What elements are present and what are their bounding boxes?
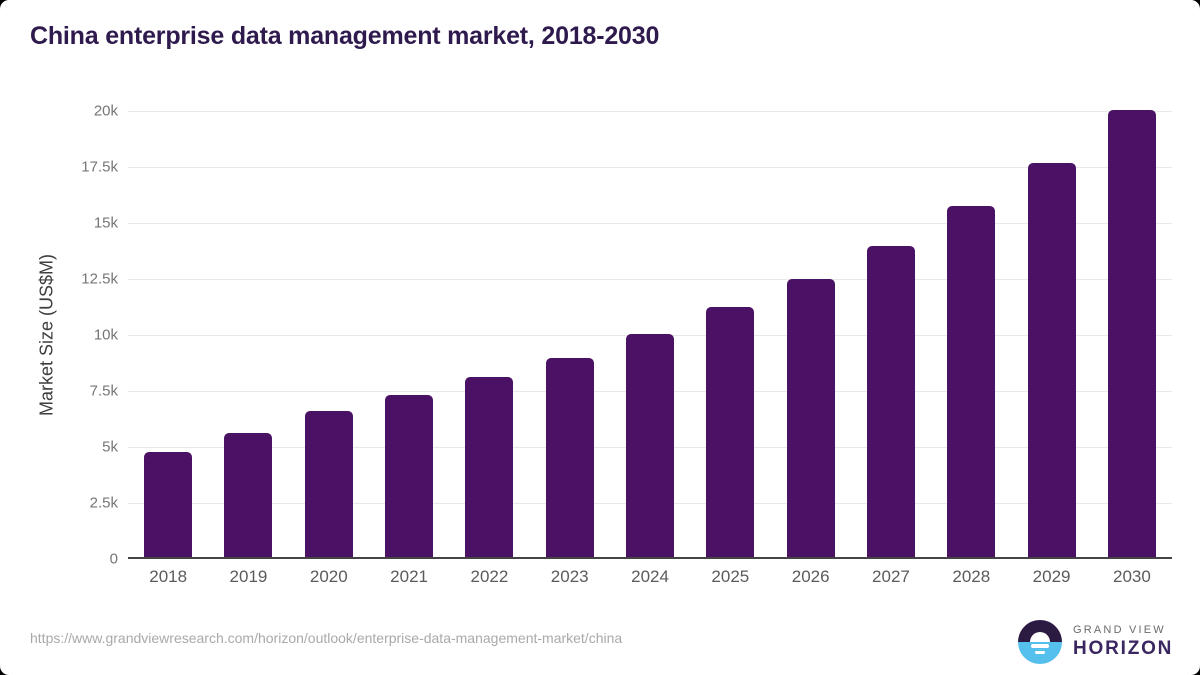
y-axis-tick-label: 12.5k bbox=[81, 270, 118, 288]
bar-2030[interactable] bbox=[1107, 110, 1156, 557]
x-axis-tick-label: 2028 bbox=[952, 567, 991, 586]
x-axis-tick-label: 2026 bbox=[791, 567, 830, 586]
bar-2023[interactable] bbox=[545, 357, 594, 557]
x-axis-tick-label: 2020 bbox=[309, 567, 348, 586]
bar-2019[interactable] bbox=[224, 432, 273, 557]
bar-2018[interactable] bbox=[144, 451, 193, 557]
x-axis-tick-label: 2023 bbox=[550, 567, 589, 586]
logo-sun-shape bbox=[1030, 632, 1050, 642]
y-axis-tick-label: 17.5k bbox=[81, 158, 118, 176]
y-axis-tick-label: 15k bbox=[93, 214, 118, 232]
bar-2022[interactable] bbox=[465, 376, 514, 557]
x-axis-tick-labels: 2018 2019 2020 2021 2022 2023 2024 2025 2026 2027… bbox=[128, 567, 1172, 587]
chart-title: China enterprise data management market,… bbox=[30, 22, 660, 50]
horizon-logo-icon bbox=[1018, 620, 1062, 664]
bars-container bbox=[128, 110, 1172, 557]
y-axis-tick-label: 0 bbox=[109, 550, 118, 568]
bar-2026[interactable] bbox=[786, 279, 835, 557]
y-axis-tick-label: 7.5k bbox=[89, 382, 118, 400]
bar-2029[interactable] bbox=[1027, 162, 1076, 557]
x-axis-tick-label: 2025 bbox=[711, 567, 750, 586]
x-axis-tick-label: 2022 bbox=[470, 567, 509, 586]
bar-2021[interactable] bbox=[385, 395, 434, 557]
source-url: https://www.grandviewresearch.com/horizo… bbox=[30, 630, 623, 646]
bar-slot bbox=[128, 111, 208, 557]
brand-name-grand-view: GRAND VIEW bbox=[1073, 624, 1166, 636]
bar-2028[interactable] bbox=[947, 206, 996, 557]
x-axis-tick-label: 2019 bbox=[229, 567, 268, 586]
y-axis-tick-label: 10k bbox=[93, 326, 118, 344]
x-axis-tick-label: 2024 bbox=[631, 567, 669, 586]
bar-2027[interactable] bbox=[866, 246, 915, 557]
bar-slot bbox=[1092, 110, 1172, 557]
gridline bbox=[128, 223, 1172, 224]
x-axis-tick-label: 2029 bbox=[1032, 567, 1071, 586]
bar-slot bbox=[851, 111, 931, 557]
logo-ray-line bbox=[1031, 644, 1049, 648]
bar-slot bbox=[1011, 111, 1091, 557]
bar-2024[interactable] bbox=[626, 334, 675, 557]
logo-text: GRAND VIEW HORIZON bbox=[1073, 624, 1173, 660]
bar-slot bbox=[208, 111, 288, 557]
gridline bbox=[128, 279, 1172, 280]
bar-slot bbox=[610, 111, 690, 557]
y-axis-tick-label: 20k bbox=[93, 102, 118, 120]
plot-area bbox=[128, 110, 1172, 559]
bar-slot bbox=[931, 111, 1011, 557]
y-axis-tick-label: 5k bbox=[102, 438, 118, 456]
logo-top-half bbox=[1018, 620, 1062, 642]
bar-slot bbox=[530, 111, 610, 557]
bar-2020[interactable] bbox=[304, 411, 353, 557]
brand-name-horizon: HORIZON bbox=[1073, 638, 1174, 659]
bar-slot bbox=[449, 111, 529, 557]
bar-slot bbox=[771, 111, 851, 557]
x-axis-tick-label: 2027 bbox=[872, 567, 910, 586]
gridline bbox=[128, 167, 1172, 168]
bar-slot bbox=[289, 111, 369, 557]
logo-ray-line bbox=[1035, 651, 1045, 654]
x-axis-tick-label: 2018 bbox=[149, 567, 188, 586]
bar-slot bbox=[369, 111, 449, 557]
y-axis-tick-labels: 20k 17.5k 15k 12.5k 10k 7.5k 5k 2.5k 0 bbox=[0, 103, 118, 568]
bar-slot bbox=[690, 111, 770, 557]
y-axis-tick-label: 2.5k bbox=[89, 494, 118, 512]
grand-view-horizon-logo: GRAND VIEW HORIZON bbox=[1018, 620, 1173, 664]
bar-2025[interactable] bbox=[706, 307, 755, 557]
gridline bbox=[128, 111, 1172, 112]
x-axis-tick-label: 2030 bbox=[1112, 567, 1151, 586]
x-axis-tick-label: 2021 bbox=[390, 567, 428, 586]
